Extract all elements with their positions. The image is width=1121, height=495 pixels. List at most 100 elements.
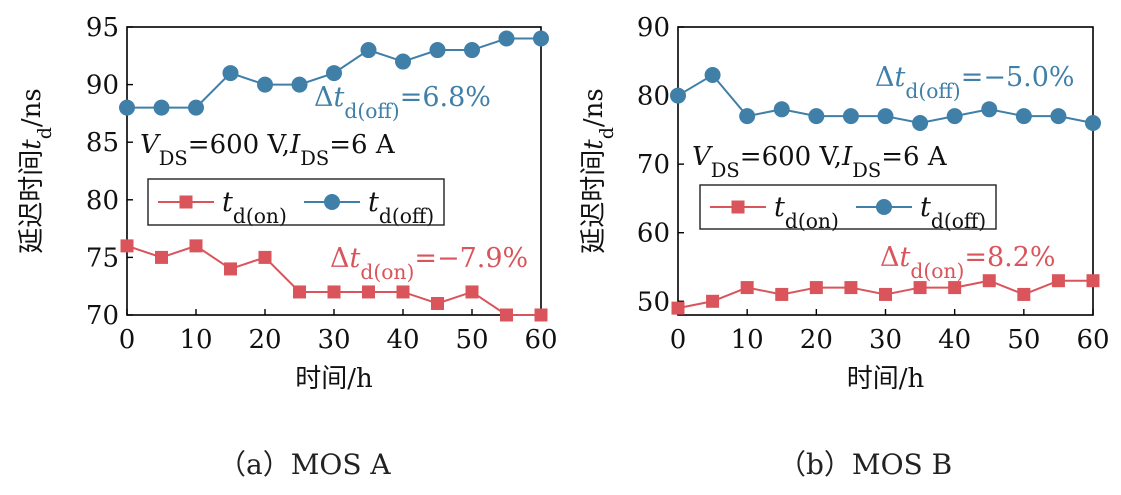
- data-point-td(off): [153, 99, 170, 116]
- x-axis-label: 时间/h: [847, 364, 925, 394]
- annotation-td(off): Δtd(off)=6.8%: [314, 82, 491, 123]
- x-tick-label: 40: [386, 325, 419, 355]
- data-point-td(off): [808, 108, 825, 125]
- legend-marker-td(off): [324, 194, 340, 210]
- legend-marker-td(off): [876, 199, 892, 215]
- data-point-td(off): [188, 99, 204, 116]
- data-point-td(on): [362, 285, 375, 299]
- x-tick-label: 60: [524, 325, 557, 355]
- data-point-td(on): [1086, 274, 1100, 288]
- data-point-td(off): [222, 65, 239, 82]
- condition-label: VDS=600 V,IDS=6 A: [140, 130, 396, 170]
- chart-a: 0 10 20 30 40 50 60 70 75 80 85 90 95 时间/h 延迟时间td/ns Δt…: [17, 13, 558, 394]
- y-axis-label: 延迟时间td/ns: [17, 88, 56, 254]
- data-point-td(on): [809, 281, 823, 295]
- data-point-td(off): [360, 42, 377, 59]
- legend-marker-td(on): [179, 195, 193, 209]
- x-tick-label: 0: [119, 325, 136, 355]
- x-axis-label: 时间/h: [295, 364, 373, 394]
- x-tick-label: 60: [1076, 325, 1109, 355]
- y-tick-label: 95: [86, 13, 119, 43]
- condition-label: VDS=600 V,IDS=6 A: [692, 142, 948, 182]
- annotation-td(on): Δtd(on)=8.2%: [880, 242, 1056, 283]
- data-point-td(on): [740, 281, 754, 295]
- chart-panel-b: 0 10 20 30 40 50 60 50 60 70 80 90 时间/h 延迟时间td/ns Δtd(…: [560, 0, 1121, 495]
- data-point-td(off): [842, 108, 859, 125]
- x-tick-label: 20: [248, 325, 281, 355]
- y-axis-label: 延迟时间td/ns: [579, 88, 618, 254]
- data-point-td(off): [946, 108, 963, 125]
- y-tick-label: 90: [637, 13, 670, 43]
- data-point-td(on): [948, 281, 962, 295]
- data-point-td(off): [912, 115, 929, 131]
- x-tick-label: 10: [731, 325, 764, 355]
- data-point-td(off): [291, 76, 308, 93]
- y-tick-label: 60: [637, 219, 670, 249]
- data-point-td(on): [465, 285, 479, 299]
- data-point-td(on): [913, 281, 927, 295]
- data-point-td(off): [670, 87, 686, 104]
- y-tick-label: 80: [86, 186, 119, 216]
- annotation-td(on): Δtd(on)=−7.9%: [330, 243, 528, 284]
- data-point-td(on): [844, 281, 858, 295]
- x-tick-label: 50: [1007, 325, 1040, 355]
- legend-label-td(off): td(off): [368, 187, 434, 228]
- data-point-td(off): [1085, 115, 1101, 131]
- data-point-td(on): [775, 287, 789, 301]
- data-point-td(on): [189, 239, 203, 253]
- data-point-td(off): [981, 101, 998, 118]
- data-point-td(off): [395, 53, 411, 70]
- data-point-td(off): [1015, 108, 1032, 125]
- data-point-td(on): [396, 285, 410, 299]
- annotation-td(off): Δtd(off)=−5.0%: [875, 62, 1075, 103]
- caption-a: （a）MOS A: [218, 448, 391, 481]
- data-point-td(off): [464, 42, 480, 59]
- data-point-td(off): [429, 42, 446, 59]
- data-point-td(on): [706, 294, 720, 308]
- x-tick-label: 30: [869, 325, 902, 355]
- data-point-td(on): [982, 274, 996, 288]
- chart-panel-a: 0 10 20 30 40 50 60 70 75 80 85 90 95 时间/h 延迟时间td/ns Δt…: [0, 0, 560, 495]
- data-point-td(off): [1050, 108, 1067, 125]
- x-tick-label: 40: [938, 325, 971, 355]
- x-tick-label: 50: [455, 325, 488, 355]
- data-point-td(on): [293, 285, 306, 299]
- data-point-td(on): [1051, 274, 1065, 288]
- y-tick-label: 85: [86, 128, 119, 158]
- legend-label-td(on): td(on): [774, 192, 839, 233]
- y-tick-label: 90: [86, 71, 119, 101]
- legend-label-td(off): td(off): [920, 192, 986, 233]
- data-point-td(on): [1017, 287, 1031, 301]
- legend-marker-td(on): [731, 200, 745, 214]
- data-point-td(on): [155, 250, 168, 264]
- legend-label-td(on): td(on): [222, 187, 287, 228]
- data-point-td(on): [879, 287, 892, 301]
- data-point-td(off): [877, 108, 894, 125]
- data-point-td(on): [120, 239, 134, 253]
- x-tick-label: 20: [800, 325, 833, 355]
- data-point-td(off): [326, 65, 342, 82]
- y-tick-label: 75: [86, 243, 119, 273]
- data-point-td(on): [534, 308, 548, 322]
- data-point-td(off): [119, 99, 135, 116]
- data-point-td(off): [257, 76, 273, 93]
- y-tick-label: 70: [86, 301, 119, 331]
- x-tick-label: 30: [317, 325, 350, 355]
- data-point-td(off): [533, 30, 549, 47]
- data-point-td(off): [704, 67, 721, 83]
- y-tick-label: 50: [637, 287, 670, 317]
- caption-b: （b）MOS B: [778, 448, 953, 481]
- data-point-td(on): [500, 308, 513, 322]
- data-point-td(off): [739, 108, 756, 125]
- data-point-td(on): [224, 262, 237, 276]
- x-tick-label: 0: [670, 325, 687, 355]
- y-tick-label: 80: [637, 82, 670, 112]
- data-point-td(off): [773, 101, 790, 118]
- chart-b: 0 10 20 30 40 50 60 50 60 70 80 90 时间/h 延迟时间td/ns Δtd(…: [579, 13, 1110, 394]
- data-point-td(on): [671, 301, 685, 315]
- data-point-td(on): [431, 296, 444, 310]
- data-point-td(off): [498, 30, 515, 47]
- y-tick-label: 70: [637, 150, 670, 180]
- data-point-td(on): [258, 250, 272, 264]
- x-tick-label: 10: [179, 325, 212, 355]
